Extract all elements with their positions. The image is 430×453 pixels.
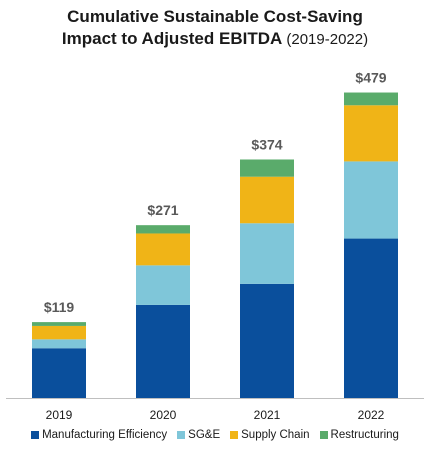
bar-segment-2019-0 [32,348,86,398]
total-label-2022: $479 [355,70,386,86]
title-line-2: Impact to Adjusted EBITDA (2019-2022) [0,28,430,51]
bar-segment-2022-1 [344,161,398,239]
total-label-2019: $119 [44,299,75,315]
title-line-1: Cumulative Sustainable Cost-Saving [67,7,363,26]
legend-item-1: SG&E [177,429,220,441]
bar-segment-2022-3 [344,92,398,106]
title-line-2-main: Impact to Adjusted EBITDA [61,29,282,48]
bar-segment-2020-3 [136,225,190,234]
bar-segment-2020-0 [136,304,190,398]
bar-segment-2022-0 [344,238,398,398]
legend-swatch-1 [177,431,186,439]
bar-segment-2020-1 [136,265,190,305]
legend-swatch-0 [31,431,40,439]
x-tick-label-2022: 2022 [358,408,385,422]
legend-swatch-2 [230,431,239,439]
legend-label-2: Supply Chain [241,429,310,441]
legend-item-3: Restructuring [319,429,399,441]
bar-segment-2021-0 [240,283,294,398]
chart-title: Cumulative Sustainable Cost-Saving Impac… [0,6,430,51]
legend-label-1: SG&E [188,429,221,441]
legend-item-2: Supply Chain [230,429,310,441]
bar-segment-2019-1 [32,339,86,349]
total-label-2020: $271 [147,202,178,218]
chart-subtitle: (2019-2022) [286,31,369,48]
bar-segment-2020-2 [136,233,190,266]
bar-segment-2021-1 [240,223,294,284]
bar-segment-2022-2 [344,105,398,162]
legend-label-0: Manufacturing Efficiency [42,429,168,441]
bar-segment-2019-2 [32,325,86,340]
bar-segment-2021-3 [240,159,294,177]
x-tick-label-2021: 2021 [254,408,281,422]
bar-segment-2019-3 [32,322,86,326]
legend-label-3: Restructuring [330,429,399,441]
legend-item-0: Manufacturing Efficiency [31,429,167,441]
x-tick-label-2019: 2019 [46,408,73,422]
bar-segment-2021-2 [240,176,294,224]
legend-swatch-3 [319,431,328,439]
chart-legend: Manufacturing Efficiency SG&E Supply Chain… [0,429,430,441]
total-label-2021: $374 [251,136,282,152]
x-tick-label-2020: 2020 [150,408,177,422]
